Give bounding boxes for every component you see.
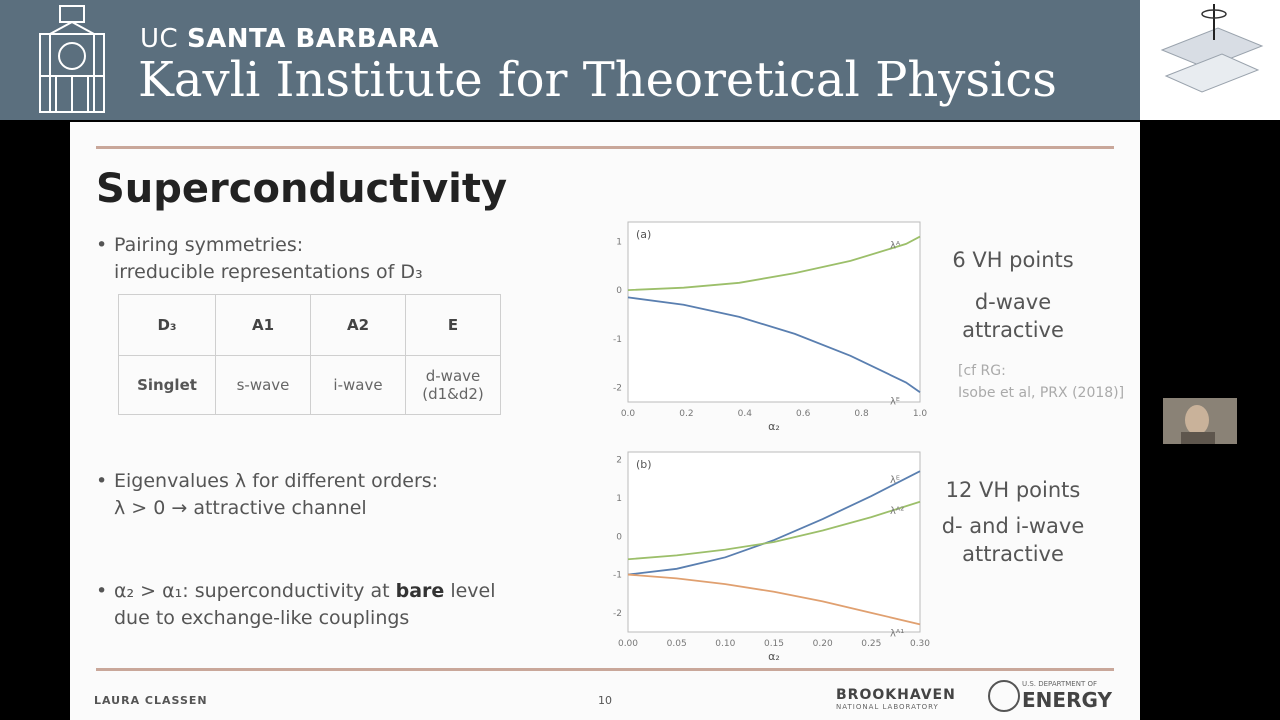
table-cell: s-wave [215, 355, 311, 415]
doe-seal-icon [988, 680, 1020, 712]
y-tick-label: 0 [616, 532, 622, 542]
x-tick-label: 0.30 [910, 639, 930, 649]
irrep-table: D₃ A1 A2 E Singlet s-wave i-wave d-wave(… [118, 294, 501, 415]
x-tick-label: 0.8 [854, 409, 869, 419]
y-tick-label: 0 [616, 286, 622, 296]
storke-tower-logo-icon [39, 5, 105, 113]
series-line [627, 573, 921, 626]
bullet-bare-level: • α₂ > α₁: superconductivity at bare leve… [96, 580, 496, 629]
table-header-cell: E [405, 294, 501, 356]
x-tick-label: 0.2 [679, 409, 693, 419]
table-cell: d-wave (d1&d2) [405, 355, 501, 415]
x-tick-label: 0.05 [667, 639, 687, 649]
y-tick-label: 1 [616, 237, 622, 247]
table-header-cell: A2 [310, 294, 406, 356]
institute-title: Kavli Institute for Theoretical Physics [138, 52, 1057, 108]
author-footer: LAURA CLASSEN [94, 694, 208, 707]
table-header-row: D₃ A1 A2 E [118, 294, 501, 356]
table-cell: i-wave [310, 355, 406, 415]
panel-label: (b) [636, 458, 652, 471]
doe-energy-logo: ENERGY [1022, 688, 1112, 712]
presenter-webcam-thumbnail[interactable] [1163, 398, 1237, 444]
series-label: λᴬ¹ [890, 628, 904, 639]
annotation-12vh: 12 VH points d- and i-wave attractive [941, 478, 1085, 566]
y-tick-label: -2 [613, 383, 622, 393]
series-label: λᴱ [890, 475, 900, 486]
citation-isobe: [cf RG: Isobe et al, PRX (2018)] [958, 363, 1125, 401]
bullet-pairing: • Pairing symmetries: irreducible represe… [96, 234, 423, 283]
y-tick-label: -1 [613, 335, 622, 345]
series-line [627, 470, 921, 576]
graphene-bilayer-icon [1160, 4, 1264, 93]
y-tick-label: 1 [616, 494, 622, 504]
table-header-cell: D₃ [118, 294, 216, 356]
series-line [627, 296, 921, 394]
y-tick-label: 2 [616, 456, 622, 466]
series-label: λᴱ [890, 396, 900, 407]
x-tick-label: 0.15 [764, 639, 784, 649]
series-line [627, 500, 921, 561]
uc-santa-barbara-label: UC SANTA BARBARA [140, 24, 439, 54]
table-header-cell: A1 [215, 294, 311, 356]
x-axis-label: α₂ [768, 420, 780, 433]
chart-panel-a: (a) 0.0 0.2 0.4 0.6 0.8 1.0 1 0 -1 -2 α₂ λᴬ λᴱ [613, 221, 928, 433]
doe-label: U.S. DEPARTMENT OF [1022, 680, 1097, 688]
table-row: Singlet s-wave i-wave d-wave (d1&d2) [118, 355, 501, 415]
x-axis-label: α₂ [768, 650, 780, 663]
x-tick-label: 0.00 [618, 639, 638, 649]
x-tick-label: 0.0 [621, 409, 636, 419]
plot-frame [627, 221, 921, 403]
brookhaven-logo: BROOKHAVEN [836, 687, 956, 703]
x-tick-label: 0.6 [796, 409, 811, 419]
series-label: λᴬ [890, 241, 901, 252]
x-tick-label: 0.10 [715, 639, 735, 649]
panel-label: (a) [636, 228, 651, 241]
x-tick-label: 0.20 [813, 639, 833, 649]
series-label: λᴬ² [890, 506, 904, 517]
bottom-divider [96, 668, 1114, 671]
brookhaven-sub: NATIONAL LABORATORY [836, 703, 939, 711]
y-tick-label: -1 [613, 571, 622, 581]
twisted-bilayer-logo [1140, 0, 1280, 120]
annotation-6vh: 6 VH points d-wave attractive [952, 248, 1074, 342]
x-tick-label: 0.25 [861, 639, 881, 649]
x-tick-label: 0.4 [738, 409, 753, 419]
y-tick-label: -2 [613, 609, 622, 619]
page-number: 10 [598, 694, 612, 707]
presentation-slide: Superconductivity • Pairing symmetries: i… [70, 122, 1140, 720]
top-divider [96, 146, 1114, 149]
chart-panel-b: (b) 0.00 0.05 0.10 0.15 0.20 0.25 0.30 2 1 0 -1 -2 α₂… [613, 451, 930, 663]
slide-title: Superconductivity [96, 166, 508, 212]
series-line [627, 235, 921, 292]
kitp-banner: UC SANTA BARBARA Kavli Institute for The… [0, 0, 1140, 120]
x-tick-label: 1.0 [913, 409, 928, 419]
bullet-eigenvalues: • Eigenvalues λ for different orders: λ >… [96, 470, 439, 519]
table-row-label: Singlet [118, 355, 216, 415]
person-silhouette-icon [1163, 398, 1237, 444]
